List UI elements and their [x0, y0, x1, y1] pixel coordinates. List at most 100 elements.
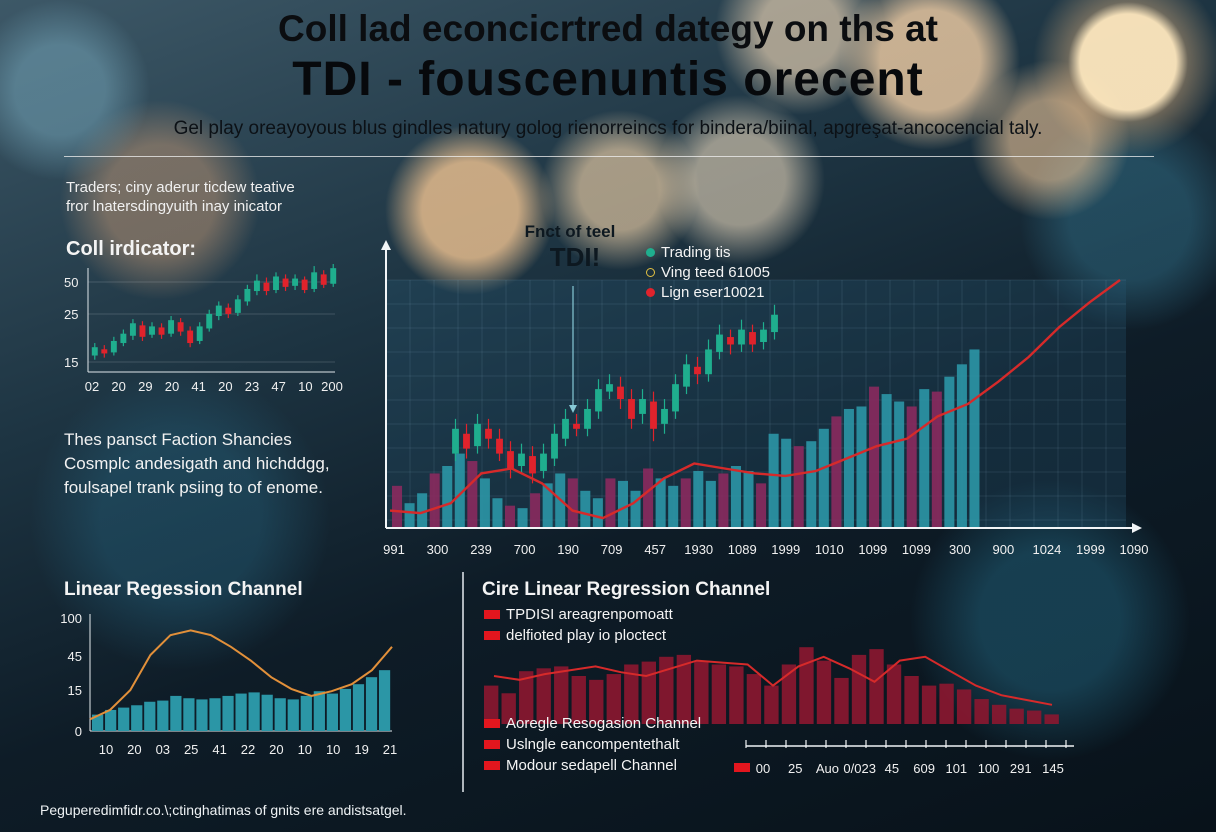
regression-chart-title: Linear Regession Channel: [64, 579, 303, 600]
candle-body: [120, 333, 127, 344]
volume-bar: [680, 478, 691, 528]
x-tick-label: 45: [885, 761, 899, 776]
x-tick-label: 20: [269, 742, 283, 757]
candle-body: [91, 347, 98, 356]
channel-bar: [1044, 714, 1059, 724]
page-title-line1: Coll lad econcicrtred dategy on ths at: [278, 8, 938, 49]
x-tick-label: 29: [138, 379, 152, 394]
footnote: Peguperedimfidr.co.\;ctinghatimas of gni…: [40, 802, 407, 818]
x-tick-label: 41: [191, 379, 205, 394]
legend-item-1: Trading tis: [646, 244, 770, 261]
x-tick-label: 1089: [728, 542, 757, 557]
candle-body: [215, 305, 222, 316]
volume-bar: [630, 490, 641, 528]
price-candle-body: [529, 456, 536, 474]
x-tick-label: 101: [945, 761, 967, 776]
candle-body: [187, 330, 194, 344]
x-tick-label: 991: [383, 542, 405, 557]
candle-body: [330, 268, 337, 284]
channel-bar: [519, 671, 534, 724]
x-tick-label: 1099: [902, 542, 931, 557]
channel-bar: [339, 688, 352, 731]
candle-body: [206, 313, 213, 329]
cire-regression-chart: 00 25 Auo 0/023 45 609 101 100 291 145: [484, 647, 1074, 776]
x-tick-label: 47: [271, 379, 285, 394]
x-tick-label: 145: [1042, 761, 1064, 776]
price-candle-body: [562, 418, 569, 439]
x-tick-label: 1010: [815, 542, 844, 557]
channel-bar: [484, 685, 499, 724]
channel-bar: [157, 700, 169, 731]
price-candle-body: [474, 423, 481, 447]
price-candle-body: [661, 408, 668, 424]
x-tick-label: 1024: [1032, 542, 1061, 557]
x-tick-label: 23: [245, 379, 259, 394]
channel-bar: [851, 654, 867, 724]
plot-background: [386, 280, 1126, 528]
channel-bar: [92, 714, 104, 731]
x-tick-label: 900: [993, 542, 1015, 557]
x-tick-label: 0/023: [843, 761, 876, 776]
description-paragraph: Thes pansct Faction Shancies Cosmplc and…: [64, 428, 364, 500]
candle-body: [129, 323, 136, 336]
channel-line: [89, 629, 393, 721]
channel-bar: [641, 661, 656, 724]
cire-legend-bottom-3: Modour sedapell Channel: [484, 757, 701, 774]
channel-bar: [326, 693, 338, 731]
volume-bar: [931, 391, 942, 528]
price-candle-body: [518, 453, 525, 466]
price-candle-body: [463, 433, 470, 449]
y-tick-label: 50: [64, 275, 78, 290]
x-tick-label: 200: [321, 379, 343, 394]
y-tick-label: 0: [75, 724, 82, 739]
volume-bar: [705, 480, 716, 528]
price-candle-body: [551, 433, 558, 459]
legend-swatch: [484, 631, 500, 640]
channel-bar: [939, 683, 954, 724]
volume-bar: [580, 490, 591, 528]
channel-bar: [1009, 708, 1024, 724]
volume-bar: [756, 483, 767, 528]
y-tick-label: 100: [60, 611, 82, 626]
main-annotation-tdi: TDI!: [549, 242, 601, 272]
candle-body: [158, 327, 165, 335]
price-candle-body: [694, 366, 701, 375]
cire-legend-bottom-label-2: Uslngle eancompentethalt: [506, 736, 680, 753]
channel-bar: [921, 685, 937, 724]
price-candle-body: [727, 337, 734, 345]
channel-bar: [729, 666, 744, 724]
legend-marker-1: [646, 248, 655, 257]
x-tick-label: Auo: [816, 761, 839, 776]
candle-body: [320, 274, 327, 285]
indicator-candlestick-chart: 50 25 15 02 20 29 20 41 20 23 47 10 200: [64, 264, 343, 394]
price-candle-body: [573, 423, 580, 429]
paragraph-line-3: foulsapel trank psiing to of enome.: [64, 478, 323, 497]
channel-bar: [118, 707, 130, 731]
x-tick-label: 20: [111, 379, 125, 394]
channel-bar: [834, 677, 849, 724]
cire-legend-top-1: TPDISI areagrenpomoatt: [484, 606, 673, 623]
legend-label-1: Trading tis: [661, 244, 731, 261]
channel-bar: [209, 698, 221, 731]
channel-bar: [606, 674, 621, 724]
price-candle-body: [639, 399, 646, 414]
volume-bar: [806, 441, 817, 528]
intro-line-1: Traders; ciny aderur ticdew teative: [66, 179, 295, 196]
header-divider: [64, 156, 1154, 157]
channel-bar: [694, 660, 709, 724]
channel-bar: [196, 699, 208, 731]
channel-bar: [222, 695, 234, 731]
price-candle-body: [705, 349, 712, 375]
legend-item-3: Lign eser10021: [646, 284, 770, 301]
volume-bar: [517, 508, 528, 528]
channel-bar: [1026, 710, 1042, 724]
paragraph-line-1: Thes pansct Faction Shancies: [64, 430, 292, 449]
volume-bar: [869, 386, 880, 528]
x-tick-label: 20: [165, 379, 179, 394]
x-tick-label: 1099: [858, 542, 887, 557]
price-candle-body: [540, 453, 547, 471]
volume-bar: [467, 461, 478, 528]
volume-bar: [894, 401, 905, 528]
channel-bar: [571, 676, 586, 724]
volume-bar: [504, 505, 516, 528]
